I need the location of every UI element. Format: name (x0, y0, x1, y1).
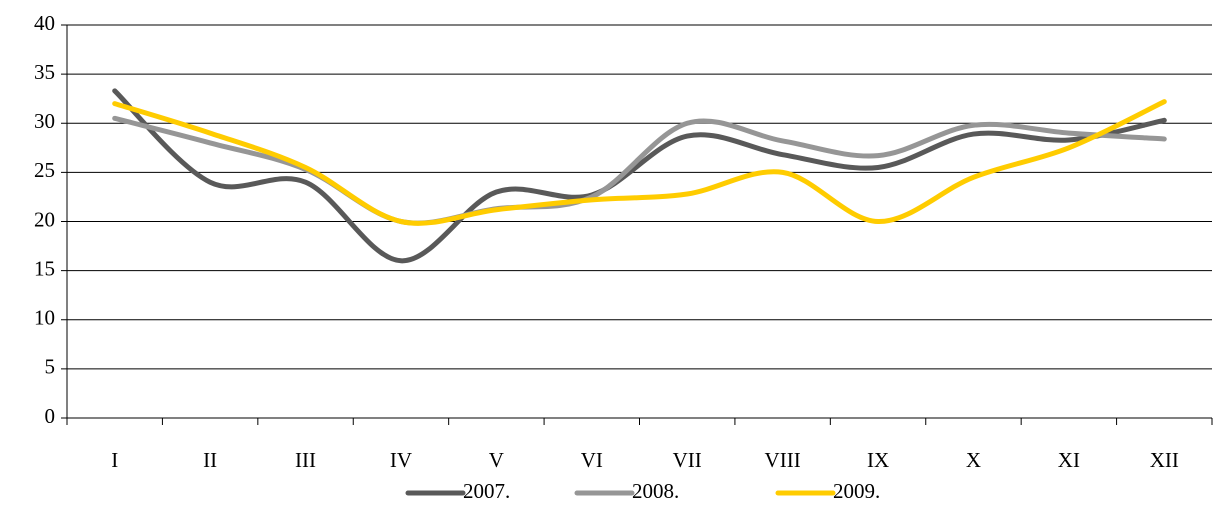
legend-label: 2008. (632, 479, 679, 503)
y-tick-label: 15 (34, 256, 55, 280)
y-tick-label: 10 (34, 306, 55, 330)
y-tick-label: 30 (34, 109, 55, 133)
x-tick-label: VIII (765, 448, 801, 472)
y-tick-label: 40 (34, 11, 55, 35)
y-tick-label: 0 (45, 404, 56, 428)
legend-label: 2009. (833, 479, 880, 503)
x-tick-label: V (489, 448, 504, 472)
x-tick-label: X (966, 448, 981, 472)
series-line (112, 88, 1167, 264)
x-tick-label: III (295, 448, 316, 472)
y-tick-label: 35 (34, 60, 55, 84)
x-tick-label: IX (867, 448, 889, 472)
x-tick-label: IV (390, 448, 412, 472)
series-line (112, 99, 1167, 226)
y-tick-label: 20 (34, 207, 55, 231)
legend-label: 2007. (463, 479, 510, 503)
x-tick-label: II (203, 448, 217, 472)
x-tick-label: VI (581, 448, 603, 472)
y-tick-label: 5 (45, 355, 56, 379)
x-tick-label: VII (673, 448, 702, 472)
x-tick-label: XI (1058, 448, 1080, 472)
y-tick-label: 25 (34, 158, 55, 182)
x-tick-label: XII (1150, 448, 1179, 472)
x-tick-label: I (111, 448, 118, 472)
